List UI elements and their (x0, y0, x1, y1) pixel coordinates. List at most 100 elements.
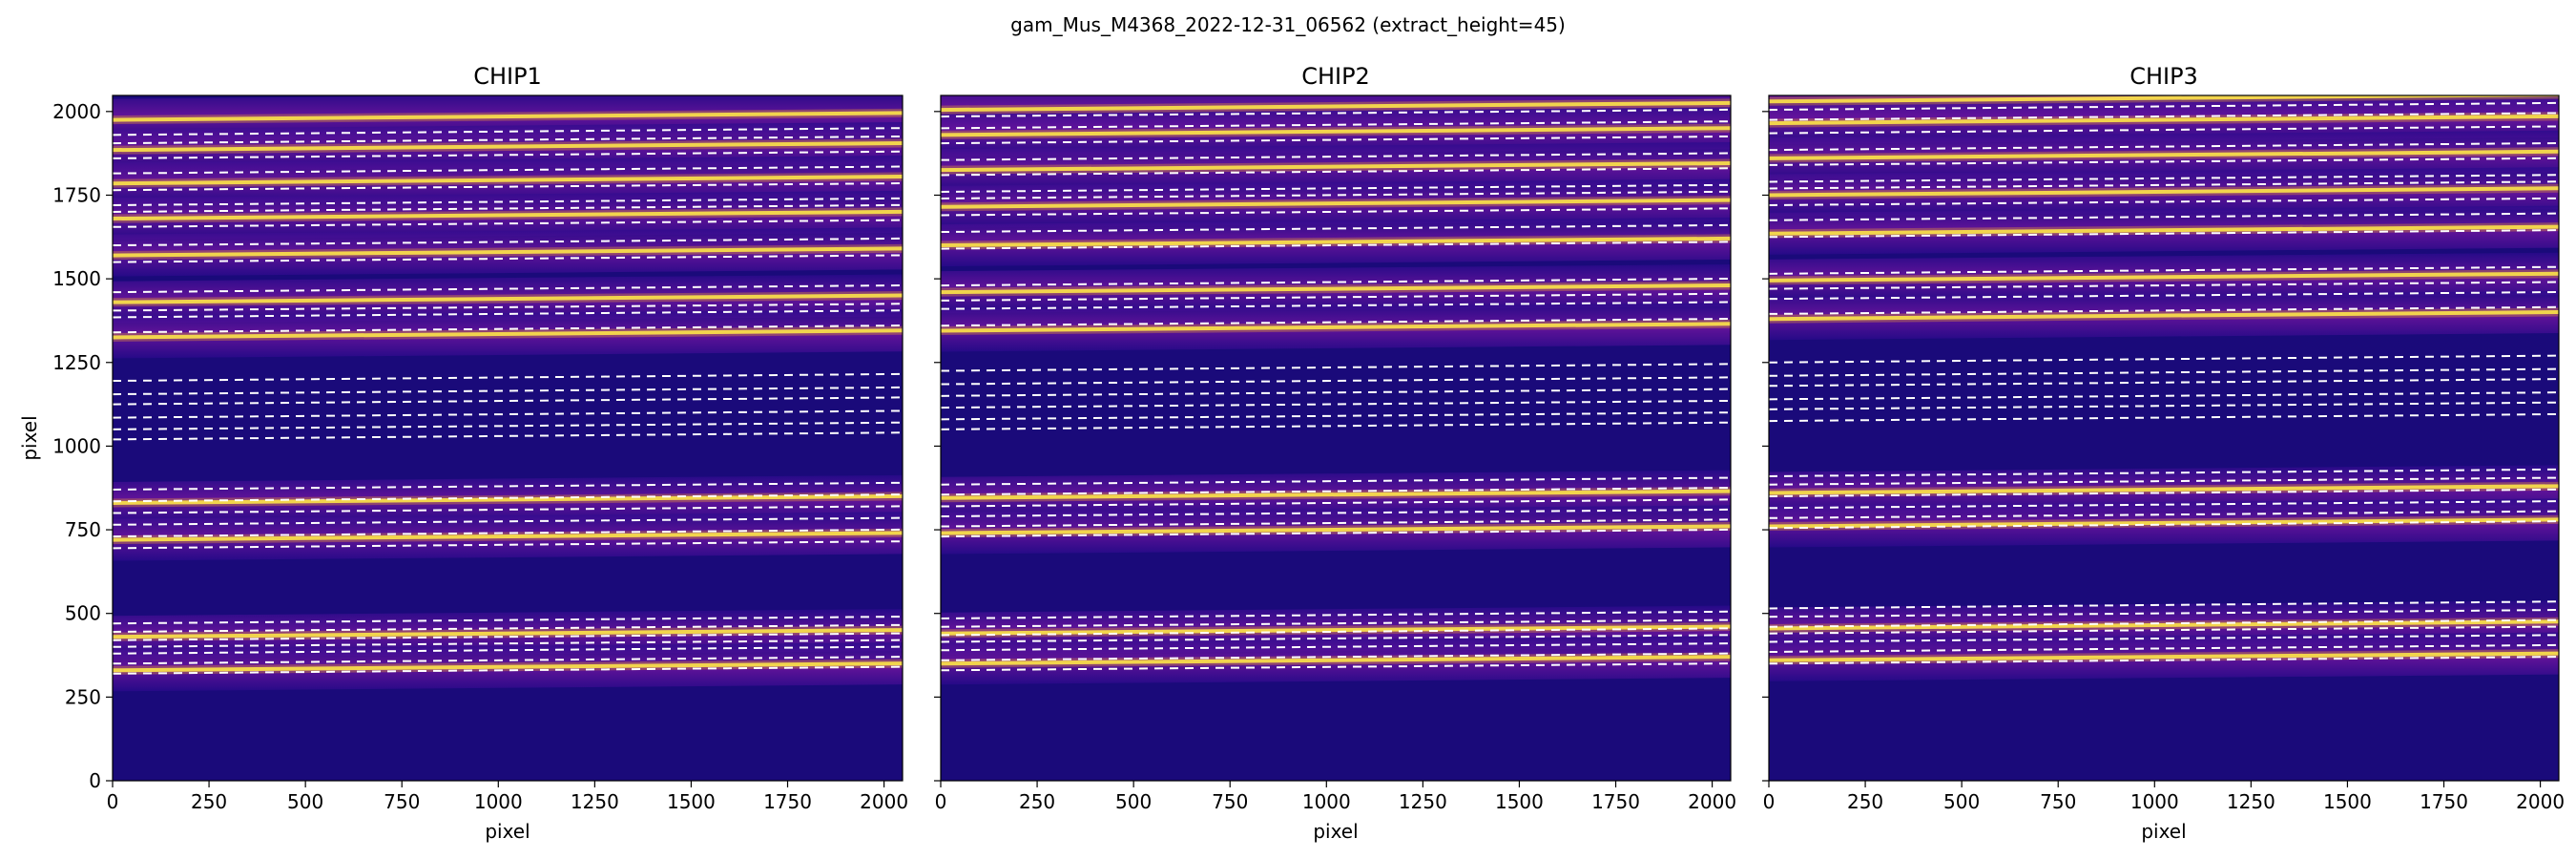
extraction-line (1769, 157, 2559, 166)
extraction-line (113, 528, 903, 538)
extraction-line (1769, 625, 2559, 635)
bright-trace-halo (113, 325, 903, 342)
bright-trace (1769, 310, 2559, 322)
extraction-line (941, 476, 1731, 486)
bright-trace (941, 322, 1731, 333)
bright-trace-halo (113, 659, 903, 675)
bright-trace (941, 624, 1731, 636)
extraction-line (113, 540, 903, 550)
extraction-line (113, 409, 903, 419)
extraction-line (113, 616, 903, 625)
extraction-line (941, 627, 1731, 637)
bright-trace (113, 493, 903, 506)
extraction-line (113, 665, 903, 675)
extraction-line (941, 292, 1731, 302)
x-tick-label: 1000 (1302, 790, 1351, 813)
x-tick-label: 750 (1212, 790, 1248, 813)
bright-trace-halo (1769, 222, 2559, 239)
x-tick-label: 1500 (2323, 790, 2372, 813)
extraction-line (113, 493, 903, 503)
extraction-line (1769, 476, 2559, 486)
bright-trace-halo (1769, 307, 2559, 324)
x-axis: 0 250 500 750 1000 1250 1500 1750 2000 (1763, 781, 2565, 813)
bright-trace-halo (941, 158, 1731, 175)
extraction-line (113, 237, 903, 247)
bright-trace (1769, 114, 2559, 126)
extraction-line (941, 183, 1731, 193)
extraction-line (1769, 290, 2559, 301)
plot-frame (1768, 94, 2560, 782)
bright-trace-halo (941, 123, 1731, 139)
bright-trace (1769, 484, 2559, 495)
y-axis (934, 111, 941, 782)
extraction-line (1769, 618, 2559, 628)
bright-trace (1769, 149, 2559, 160)
extraction-line (113, 481, 903, 491)
plot-frame (940, 94, 1732, 782)
extraction-line (941, 241, 1731, 250)
extraction-line (1769, 367, 2559, 377)
extraction-line (1769, 510, 2559, 519)
extraction-line (113, 386, 903, 396)
bright-trace (1769, 224, 2559, 236)
extraction-line (1769, 412, 2559, 423)
x-axis: 0 250 500 750 1000 1250 1500 1750 2000 (107, 781, 908, 813)
bright-trace-halo (941, 622, 1731, 639)
extraction-line (113, 516, 903, 526)
extraction-line (941, 135, 1731, 145)
x-tick-label: 0 (107, 790, 119, 813)
y-tick-label: 1000 (52, 434, 101, 457)
bright-trace-halo (113, 207, 903, 223)
extraction-line (941, 167, 1731, 177)
extraction-line (1769, 101, 2559, 112)
x-tick-label: 1250 (2227, 790, 2275, 813)
bright-trace (941, 283, 1731, 295)
extraction-line (1769, 500, 2559, 510)
extraction-line (941, 108, 1731, 118)
extraction-line (941, 152, 1731, 161)
extraction-line (941, 363, 1731, 372)
bright-trace-halo (113, 108, 903, 125)
bright-trace (113, 531, 903, 542)
extraction-line (941, 207, 1731, 217)
bright-trace-halo (1769, 481, 2559, 497)
bright-trace-halo (941, 196, 1731, 212)
bright-trace-halo (113, 290, 903, 307)
extraction-line (1769, 656, 2559, 665)
bright-trace (941, 126, 1731, 137)
extraction-line (1769, 354, 2559, 364)
extraction-line (941, 223, 1731, 234)
extraction-line (113, 632, 903, 641)
bright-trace (941, 198, 1731, 209)
figure-suptitle: gam_Mus_M4368_2022-12-31_06562 (extract_… (1010, 13, 1566, 36)
extraction-line (941, 618, 1731, 628)
extraction-line (113, 150, 903, 159)
x-tick-label: 500 (1115, 790, 1152, 813)
bright-trace (941, 655, 1731, 666)
bright-trace (1769, 517, 2559, 529)
bright-trace-halo (941, 487, 1731, 503)
x-tick-label: 500 (1943, 790, 1980, 813)
bright-trace-halo (113, 625, 903, 641)
x-tick-label: 0 (935, 790, 947, 813)
x-tick-label: 2000 (860, 790, 908, 813)
extraction-line (113, 283, 903, 294)
extraction-line (1769, 229, 2559, 239)
extraction-line (113, 309, 903, 319)
x-tick-label: 1250 (1399, 790, 1447, 813)
extraction-line (113, 505, 903, 514)
x-tick-label: 500 (287, 790, 323, 813)
y-axis: 0 250 500 750 1000 1250 1500 1750 2000 (52, 100, 113, 792)
bright-trace-halo (1769, 147, 2559, 163)
bright-trace-halo (941, 234, 1731, 250)
x-axis: 0 250 500 750 1000 1250 1500 1750 2000 (935, 781, 1736, 813)
x-tick-label: 250 (191, 790, 227, 813)
extraction-line (113, 623, 903, 633)
extraction-line (113, 431, 903, 441)
extraction-line (1769, 520, 2559, 530)
extraction-line (941, 652, 1731, 661)
extraction-line (1769, 634, 2559, 643)
extraction-line (941, 376, 1731, 386)
x-tick-label: 750 (2040, 790, 2076, 813)
extraction-line (1769, 125, 2559, 135)
